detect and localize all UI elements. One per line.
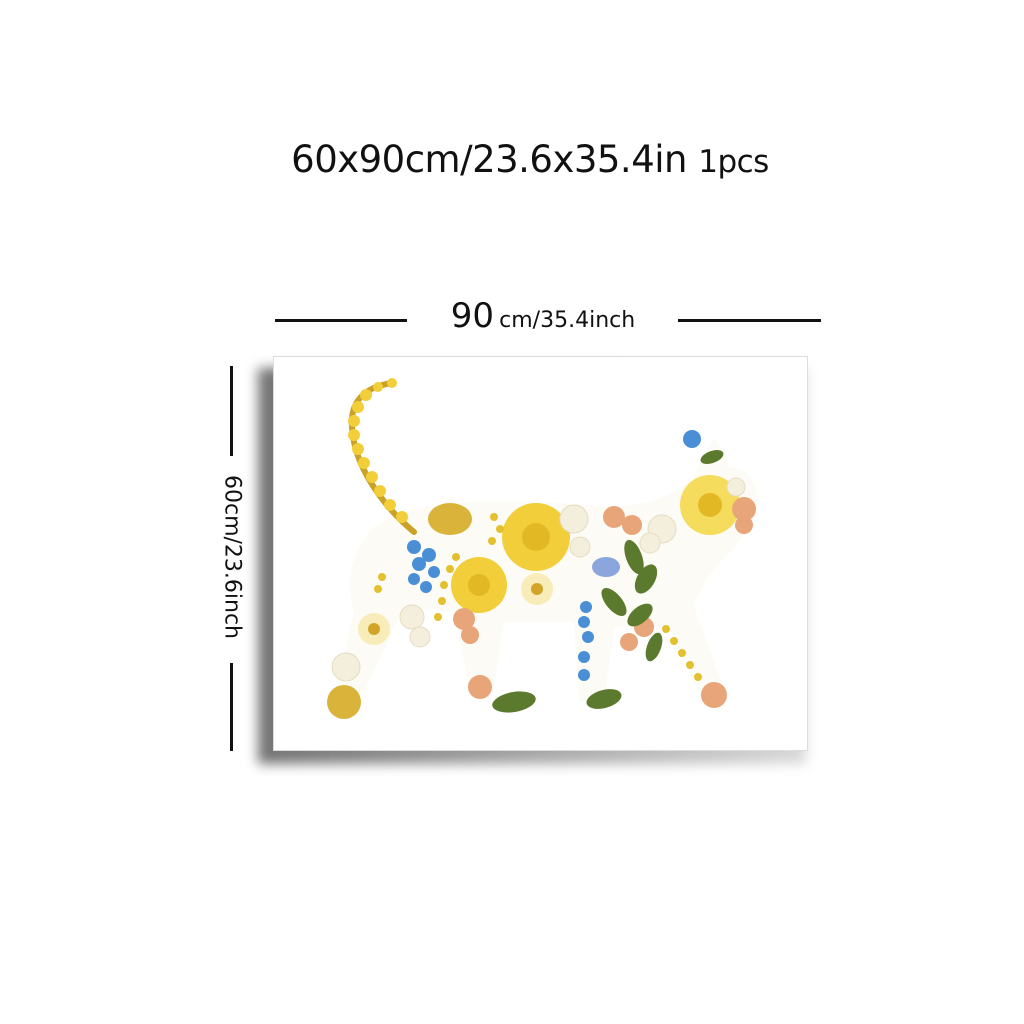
blue-flowers [407, 430, 701, 681]
floral-cat-artwork [327, 378, 758, 719]
width-line-right [678, 319, 821, 322]
yellow-sprays [374, 513, 702, 681]
height-line-bottom [230, 663, 233, 751]
width-number: 90 [450, 296, 495, 336]
size-headline: 60x90cm/23.6x35.4in 1pcs [0, 138, 1024, 181]
size-text: 60x90cm/23.6x35.4in [291, 138, 687, 181]
quantity-text: 1pcs [698, 144, 769, 180]
cat-tail [348, 378, 417, 535]
cream-flowers [331, 477, 746, 682]
height-text: 60cm/23.6inch [219, 474, 245, 640]
canvas-print [274, 357, 807, 750]
yellow-flowers [327, 475, 740, 719]
cat-body [334, 437, 758, 705]
width-unit: cm/35.4inch [499, 308, 636, 333]
leaves [492, 450, 724, 713]
height-line-top [230, 366, 233, 456]
width-line-left [275, 319, 407, 322]
width-label: 90 cm/35.4inch [412, 296, 674, 336]
peach-flowers [453, 497, 756, 708]
